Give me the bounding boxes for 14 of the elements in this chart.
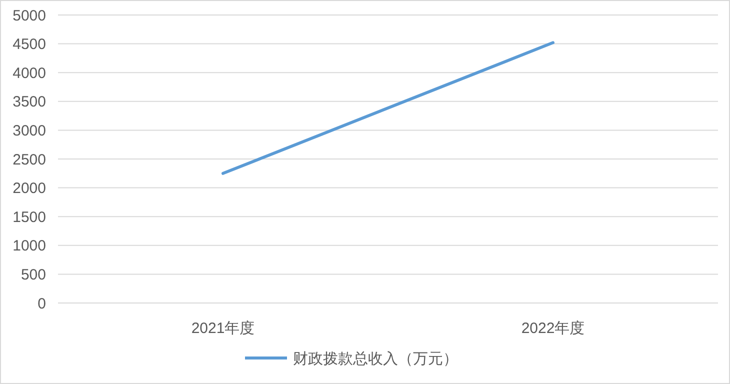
y-tick-label: 1500 bbox=[12, 208, 46, 226]
legend-label: 财政拨款总收入（万元） bbox=[293, 350, 458, 368]
x-tick-label: 2022年度 bbox=[521, 320, 585, 337]
y-tick-label: 3000 bbox=[12, 122, 46, 140]
x-tick-label: 2021年度 bbox=[191, 320, 255, 337]
y-tick-label: 4000 bbox=[12, 64, 46, 82]
y-tick-label: 2500 bbox=[12, 151, 46, 168]
y-tick-label: 0 bbox=[38, 295, 46, 312]
y-tick-label: 500 bbox=[20, 266, 46, 284]
y-tick-label: 1000 bbox=[12, 238, 46, 255]
y-tick-label: 5000 bbox=[12, 7, 46, 24]
y-tick-label: 2000 bbox=[12, 180, 46, 198]
y-tick-label: 4500 bbox=[12, 36, 46, 54]
y-tick-label: 3500 bbox=[12, 94, 46, 111]
